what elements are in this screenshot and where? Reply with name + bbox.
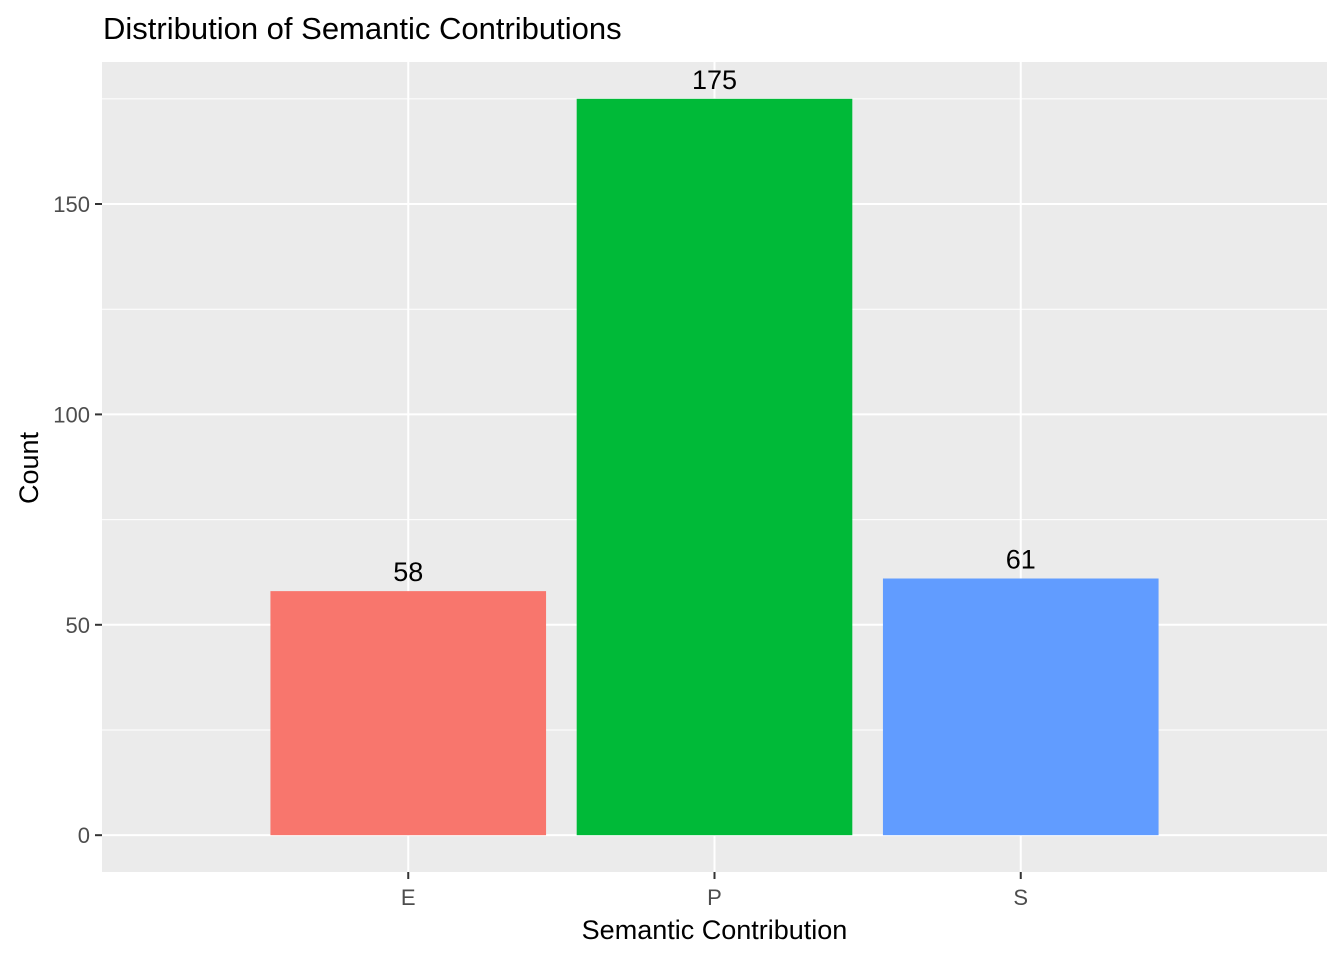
y-tick-label: 100 bbox=[53, 402, 90, 427]
data-labels: 58 175 61 bbox=[393, 65, 1036, 587]
x-tick-label: P bbox=[707, 885, 722, 910]
x-tick-label: S bbox=[1013, 885, 1028, 910]
chart-title: Distribution of Semantic Contributions bbox=[103, 11, 622, 46]
y-axis-title: Count bbox=[14, 431, 44, 505]
data-label: 61 bbox=[1006, 545, 1036, 575]
data-label: 175 bbox=[692, 65, 737, 95]
bar-s bbox=[882, 578, 1159, 836]
y-tick-label: 150 bbox=[53, 192, 90, 217]
axes: 0 50 100 150 E P S bbox=[53, 192, 1028, 910]
bar-e bbox=[270, 591, 547, 836]
x-tick-label: E bbox=[401, 885, 416, 910]
y-tick-label: 0 bbox=[78, 823, 90, 848]
bar-p bbox=[576, 98, 853, 836]
bars bbox=[270, 98, 1159, 836]
data-label: 58 bbox=[393, 557, 423, 587]
x-axis-title: Semantic Contribution bbox=[581, 915, 848, 945]
y-tick-label: 50 bbox=[66, 613, 90, 638]
